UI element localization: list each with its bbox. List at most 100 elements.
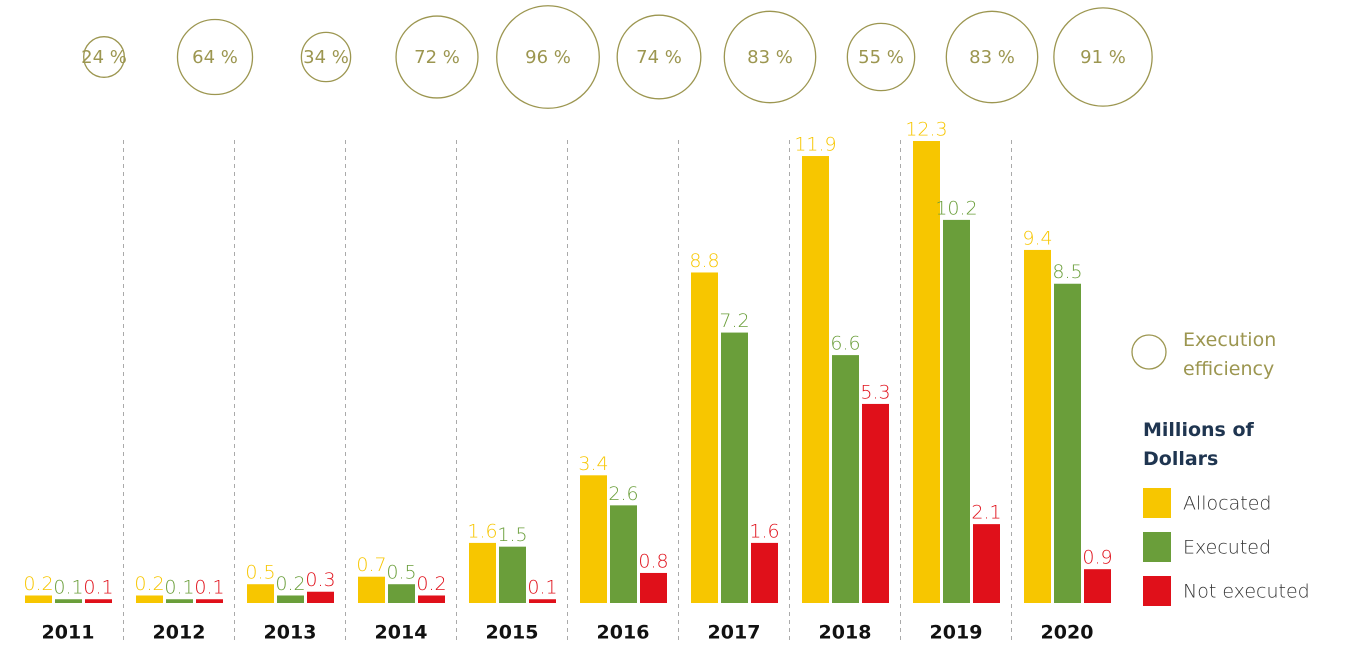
bar [307,591,334,603]
efficiency-circle [83,36,125,78]
bar [196,599,223,603]
legend-swatch [1143,532,1171,562]
value-label: 0.9 [1082,547,1112,569]
efficiency-circle [945,10,1039,104]
bar [1054,283,1081,603]
x-tick-label: 2013 [264,622,317,644]
value-label: 0.1 [527,577,557,599]
value-label: 0.1 [53,577,83,599]
value-label: 2.6 [608,483,638,505]
x-tick-label: 2015 [486,622,539,644]
x-tick-label: 2017 [708,622,761,644]
value-label: 5.3 [860,381,890,403]
bar [802,156,829,603]
efficiency-circle [616,14,702,100]
legend-swatch [1143,576,1171,606]
legend-title: Millions of Dollars [1143,419,1254,470]
value-label: 0.2 [23,573,53,595]
efficiency-circle [176,18,254,96]
efficiency-circle [496,5,600,109]
bar [358,576,385,603]
bar [499,546,526,603]
bar [832,355,859,603]
value-label: 2.1 [971,502,1001,524]
x-tick-label: 2014 [375,622,428,644]
value-label: 0.7 [356,554,386,576]
legend-label: Not executed [1183,581,1310,603]
bar [388,584,415,603]
value-label: 9.4 [1022,227,1052,249]
bar [721,332,748,603]
bar [943,219,970,603]
bar [913,141,940,603]
value-label: 12.3 [905,119,947,141]
efficiency-label: 55 % [858,47,904,68]
x-tick-label: 2016 [597,622,650,644]
bar [136,595,163,603]
value-label: 0.2 [416,573,446,595]
value-label: 3.4 [578,453,608,475]
bar [166,599,193,603]
bar [469,542,496,603]
bar [418,595,445,603]
x-tick-label: 2018 [819,622,872,644]
value-label: 0.1 [164,577,194,599]
bar [277,595,304,603]
x-tick-label: 2019 [930,622,983,644]
bar [580,475,607,603]
value-label: 1.5 [497,524,527,546]
bar [1084,569,1111,603]
bar [862,403,889,603]
bar [1024,249,1051,603]
value-label: 8.5 [1052,261,1082,283]
legend-label: Allocated [1183,493,1271,515]
efficiency-label: 83 % [747,47,793,68]
efficiency-label: 72 % [414,47,460,68]
value-label: 0.5 [386,562,416,584]
value-label: 6.6 [830,333,860,355]
bar [610,505,637,603]
bar [85,599,112,603]
x-tick-label: 2020 [1041,622,1094,644]
efficiency-label: 91 % [1080,47,1126,68]
value-label: 0.5 [245,562,275,584]
efficiency-circle [1053,7,1153,107]
value-label: 7.2 [719,310,749,332]
bar [973,524,1000,603]
efficiency-legend-label: Execution efficiency [1183,329,1277,380]
bar [691,272,718,603]
efficiency-label: 34 % [303,47,349,68]
value-label: 1.6 [467,520,497,542]
value-label: 0.1 [83,577,113,599]
value-label: 8.8 [689,250,719,272]
efficiency-circle [723,10,817,104]
efficiency-circle [846,22,916,92]
efficiency-label: 83 % [969,47,1015,68]
efficiency-label: 64 % [192,47,238,68]
efficiency-circle [395,15,479,99]
bar [751,542,778,603]
bar [640,572,667,603]
value-label: 0.3 [305,569,335,591]
efficiency-label: 96 % [525,47,571,68]
legend-swatch [1143,488,1171,518]
bar [55,599,82,603]
x-tick-label: 2011 [42,622,95,644]
efficiency-circle [300,31,352,83]
bar [25,595,52,603]
value-label: 10.2 [935,197,977,219]
value-label: 0.2 [275,573,305,595]
value-label: 0.1 [194,577,224,599]
x-tick-label: 2012 [153,622,206,644]
value-label: 0.8 [638,550,668,572]
bar [529,599,556,603]
bar [247,584,274,603]
value-label: 1.6 [749,520,779,542]
legend-circle [1131,334,1167,370]
value-label: 11.9 [794,134,836,156]
legend-label: Executed [1183,537,1271,559]
value-label: 0.2 [134,573,164,595]
efficiency-label: 24 % [81,47,127,68]
